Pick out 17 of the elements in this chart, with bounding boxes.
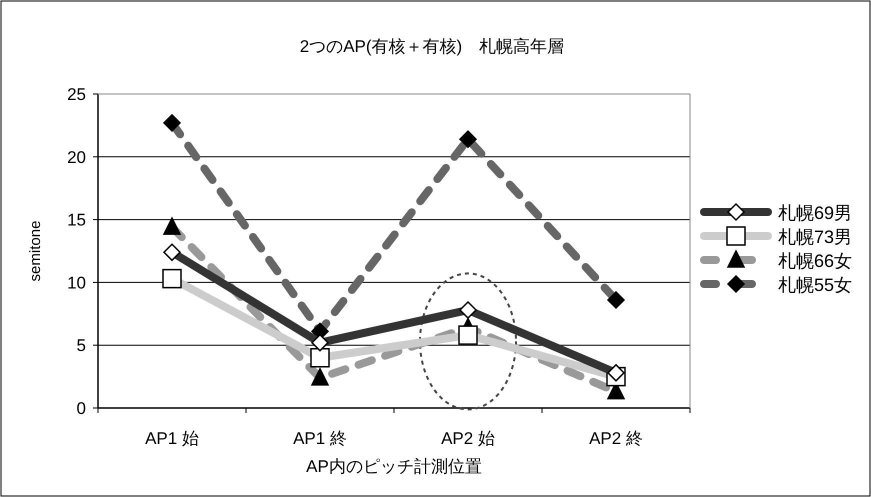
y-tick-label: 20 [67,148,86,167]
x-tick-label: AP2 終 [589,429,643,448]
legend-label: 札幌66女 [778,251,852,271]
y-axis-title: semitone [27,220,44,282]
y-tick-label: 5 [76,336,86,356]
y-tick-label: 15 [67,210,86,230]
legend-label: 札幌69男 [778,203,852,223]
x-tick-label: AP1 終 [293,429,347,448]
chart-title: 2つのAP(有核＋有核) 札幌高年層 [300,37,564,56]
y-tick-label: 0 [76,399,86,418]
legend-label: 札幌73男 [778,227,852,247]
legend-label: 札幌55女 [778,275,852,295]
y-tick-label: 10 [67,273,86,292]
x-axis-title: AP内のピッチ計測位置 [306,457,482,476]
x-tick-label: AP2 始 [441,429,495,448]
y-tick-label: 25 [67,85,86,104]
x-tick-label: AP1 始 [145,429,199,448]
